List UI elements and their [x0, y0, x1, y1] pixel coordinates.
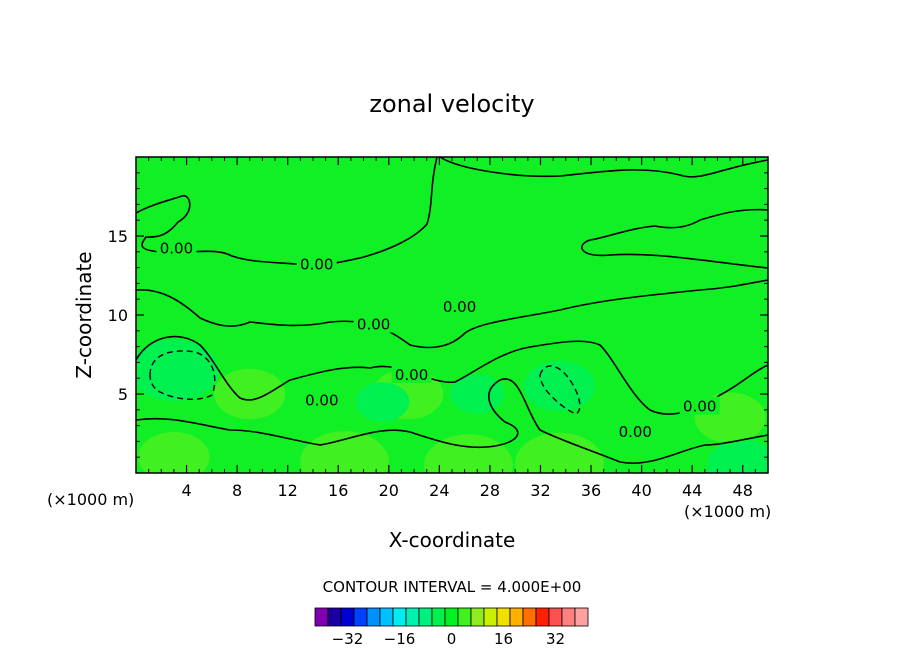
x-tick-label: 44: [682, 481, 702, 500]
colorbar-swatch: [522, 607, 537, 627]
colorbar-swatch: [418, 607, 433, 627]
contour-label-bg: [439, 297, 480, 316]
contour-label: 0.00: [357, 315, 390, 333]
colorbar: −32 −16 0 16 32: [314, 607, 589, 648]
field-feature: [523, 360, 596, 412]
contour-interval-text: CONTOUR INTERVAL = 4.000E+00: [323, 578, 582, 596]
x-unit-right: (×1000 m): [684, 502, 771, 521]
colorbar-swatch: [470, 607, 485, 627]
x-tick-label: 36: [581, 481, 601, 500]
field-feature: [300, 431, 389, 473]
contour-label: 0.00: [443, 298, 476, 316]
contour-neg-left: [149, 350, 216, 400]
field-feature: [138, 432, 210, 473]
colorbar-swatch: [535, 607, 550, 627]
colorbar-tick-label: 0: [447, 630, 457, 648]
colorbar-swatch: [548, 607, 563, 627]
x-tick-label: 12: [278, 481, 298, 500]
colorbar-swatch: [392, 607, 407, 627]
x-tick-label: 32: [530, 481, 550, 500]
chart-title: zonal velocity: [369, 90, 534, 118]
x-tick-label: 8: [232, 481, 242, 500]
contour-label: 0.00: [395, 366, 428, 384]
colorbar-tick-label: −16: [384, 630, 416, 648]
contour-label: 0.00: [160, 240, 193, 258]
colorbar-swatch: [561, 607, 576, 627]
colorbar-tick-label: 16: [494, 630, 513, 648]
field-feature: [515, 432, 604, 473]
contour-label: 0.00: [305, 391, 338, 409]
contour-label: 0.00: [300, 255, 333, 273]
contour-neg-mid: [539, 365, 581, 415]
contour-label: 0.00: [683, 398, 716, 416]
contour-zero-lower-band: [136, 335, 768, 415]
contour-label-bg: [615, 421, 656, 440]
colorbar-swatch: [431, 607, 446, 627]
y-tick-label: 5: [118, 385, 128, 404]
contour-label-bg: [296, 254, 337, 273]
x-axis-label: X-coordinate: [389, 528, 516, 552]
x-tick-label: 28: [480, 481, 500, 500]
field-feature: [707, 439, 768, 473]
plot-area: 0.00 0.00 0.00 0.00 0.00 0.00 0.00 0.00: [136, 157, 768, 473]
colorbar-tick-label: 32: [546, 630, 565, 648]
colorbar-swatch: [509, 607, 524, 627]
colorbar-swatch: [327, 607, 342, 627]
colorbar-tick-label: −32: [332, 630, 364, 648]
contour-zero-upper: [136, 157, 438, 266]
field-feature: [355, 382, 410, 422]
colorbar-swatch: [379, 607, 394, 627]
y-tick-label: 10: [108, 306, 128, 325]
contour-label-bg: [353, 314, 394, 333]
x-axis: 4 8 12 16 20 24 28 32 36 40 44 48: [148, 157, 756, 500]
colorbar-swatch: [496, 607, 511, 627]
contour-zero-bottom: [136, 378, 768, 464]
colorbar-swatch: [366, 607, 381, 627]
x-tick-label: 40: [631, 481, 651, 500]
contour-zero-middle: [136, 279, 768, 349]
contour-label: 0.00: [619, 423, 652, 441]
field-feature: [136, 339, 219, 402]
y-axis: 5 10 15: [108, 172, 768, 458]
colorbar-swatch: [574, 607, 589, 627]
y-axis-label: Z-coordinate: [72, 251, 96, 378]
field-feature: [424, 434, 513, 473]
x-tick-label: 16: [328, 481, 348, 500]
contour-label-bg: [301, 390, 342, 409]
colorbar-swatch: [340, 607, 355, 627]
field-feature: [214, 368, 286, 420]
x-tick-label: 24: [429, 481, 449, 500]
x-unit-left: (×1000 m): [47, 490, 134, 509]
colorbar-swatch: [405, 607, 420, 627]
contour-zero-right-upper: [439, 157, 768, 178]
contour-label-bg: [679, 396, 720, 415]
colorbar-swatch: [444, 607, 459, 627]
x-tick-label: 48: [733, 481, 753, 500]
contour-zero-right-band: [581, 208, 768, 269]
x-tick-label: 20: [379, 481, 399, 500]
colorbar-swatch: [353, 607, 368, 627]
colorbar-swatch: [314, 607, 329, 627]
colorbar-swatch: [483, 607, 498, 627]
contour-label-bg: [391, 365, 432, 384]
colorbar-swatch: [457, 607, 472, 627]
x-tick-label: 4: [181, 481, 191, 500]
contour-label-bg: [156, 238, 197, 257]
y-tick-label: 15: [108, 227, 128, 246]
